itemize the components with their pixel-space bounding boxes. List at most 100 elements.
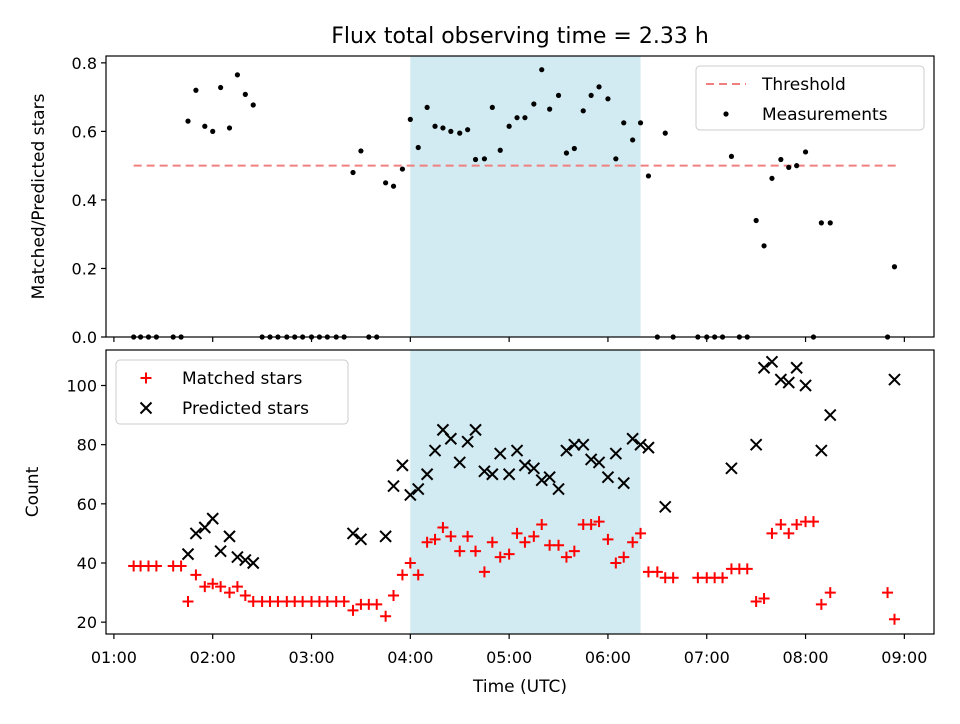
data-point [778,156,784,163]
data-point [659,500,672,513]
data-point [199,581,211,593]
data-point [585,519,597,531]
data-point [514,115,520,121]
data-point [584,453,598,466]
data-point [531,101,537,107]
data-point [824,587,836,599]
data-point [461,435,474,448]
data-point [421,536,433,548]
data-point [555,92,562,99]
y-axis-label: Count [23,466,43,517]
data-point [610,557,622,569]
data-point [407,116,413,122]
data-point [358,148,364,154]
data-point [761,243,767,249]
data-point [415,144,421,151]
data-point [758,593,770,604]
data-point [769,175,775,181]
x-tick-label: 06:00 [585,648,631,667]
data-point [891,264,898,270]
data-point [231,581,243,593]
data-point [224,587,236,599]
top-panel-ratio: 0.0 0.2 0.4 0.6 0.8 Matched/Predicted stars Th… [29,54,935,347]
y-tick-label: 0.8 [72,54,97,73]
data-point [231,550,244,564]
data-point [522,115,528,121]
data-point [552,482,565,496]
series-measurements [131,67,898,340]
data-point [717,572,729,584]
y-tick-label: 0.0 [72,328,97,347]
data-point [390,183,397,189]
data-point [388,590,400,602]
data-point [818,220,824,226]
data-point [497,147,503,153]
data-point [181,547,195,561]
y-tick-label: 0.4 [72,191,97,210]
data-point [379,530,392,543]
x-tick-label: 03:00 [288,648,334,667]
legend-entry-label: Predicted stars [182,399,309,419]
data-point [511,527,523,539]
data-point [210,128,216,134]
x-tick-label: 05:00 [486,648,532,667]
data-point [462,530,474,542]
data-point [634,438,647,451]
data-point [662,130,668,136]
legend-entry-label: Measurements [762,105,888,125]
data-point [824,408,837,422]
data-point [799,379,812,392]
data-point [207,578,219,590]
data-point [882,587,894,599]
chart-title: Flux total observing time = 2.33 h [331,24,709,49]
data-point [457,130,463,136]
data-point [775,519,787,531]
data-point [568,545,580,557]
data-point [749,438,763,451]
series-predicted-stars [181,355,901,570]
data-point [783,527,795,539]
data-point [592,456,606,469]
y-tick-label: 0.6 [72,122,97,141]
data-point [588,92,594,99]
series-matched-stars [128,516,900,625]
data-point [627,536,639,548]
data-point [239,553,252,567]
data-point [444,432,458,445]
data-point [728,153,735,160]
data-point [226,125,233,131]
data-point [815,444,828,457]
data-point [563,150,570,156]
data-point [247,556,260,570]
data-point [223,530,236,543]
data-point [782,376,795,389]
data-point [577,438,590,451]
data-point [580,108,586,114]
data-point [387,479,400,493]
data-point [593,516,605,528]
x-tick-label: 02:00 [190,648,236,667]
data-point [494,447,507,460]
data-point [218,84,224,91]
data-point [786,164,792,170]
y-axis-label: Matched/Predicted stars [29,93,49,299]
data-point [150,560,162,572]
data-point [396,569,408,581]
data-point [489,104,495,111]
data-point [741,563,753,575]
data-point [396,459,409,472]
data-point [347,604,359,616]
legend: Matched stars Predicted stars [115,359,349,425]
data-point [536,519,548,531]
data-point [807,516,819,528]
data-point [765,355,779,369]
data-point [667,572,679,584]
data-point [802,149,809,155]
x-tick-label: 04:00 [387,648,433,667]
data-point [618,551,630,563]
data-point [234,72,241,78]
y-tick-label: 0.2 [72,259,97,278]
x-tick-label: 01:00 [91,648,137,667]
axes-frame [105,349,935,635]
data-point [766,527,778,539]
